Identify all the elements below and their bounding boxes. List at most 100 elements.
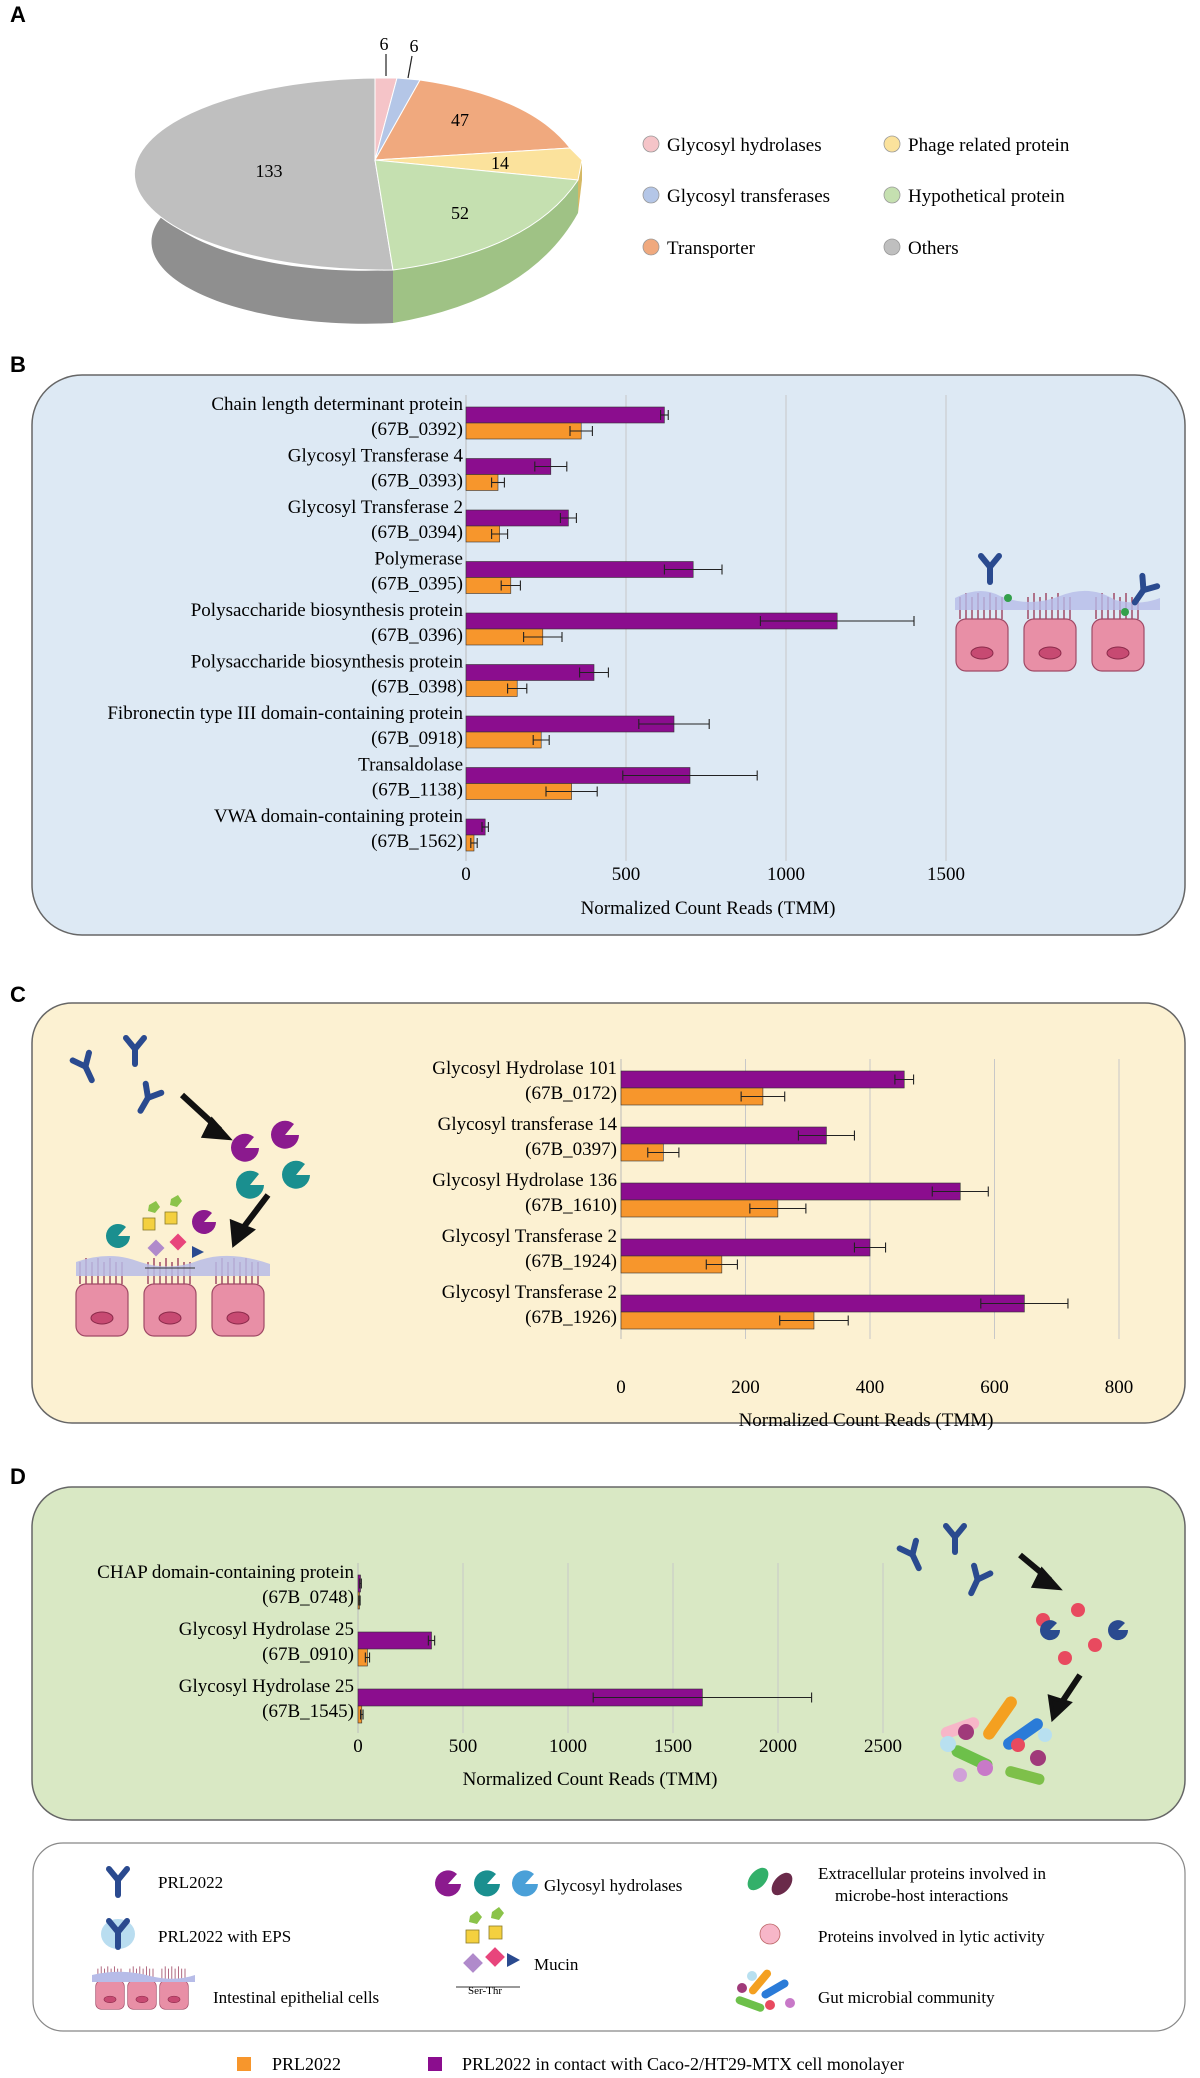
legend-prl2022-eps-label: PRL2022 with EPS [158,1927,291,1946]
series-legend-swatch-prl2022 [237,2057,251,2071]
panel-c-error-bar-contact-3 [853,1242,887,1253]
panel-c-error-bar-contact-0 [894,1074,915,1085]
panel-b-bar-contact-3 [465,561,694,578]
panel-b-category-label-6: Fibronectin type III domain-containing p… [107,703,463,724]
panel-b-error-bar-prl2022-0 [569,426,593,436]
panel-d-tick-label-0: 0 [353,1736,363,1757]
panel-c-error-bar-prl2022-0 [740,1091,786,1102]
legend-epithelial-label: Intestinal epithelial cells [213,1988,379,2007]
panel-b-background [31,374,1186,936]
series-legend-label-prl2022: PRL2022 [272,2054,341,2074]
panel-b-error-bar-contact-4 [759,616,915,626]
panel-c-chart: 0 200 400 600 800 Normalized Count Reads (TMM… [432,1058,1133,1431]
panel-b-bar-contact-5 [465,664,595,681]
legend-extracellular-line2: microbe-host interactions [835,1886,1008,1905]
panel-c-category-label-3: Glycosyl Transferase 2 [442,1226,617,1247]
panel-c-tick-label-0: 0 [616,1377,626,1398]
panel-b-category-label-8: VWA domain-containing protein [214,806,464,827]
legend-gut-label: Gut microbial community [818,1988,995,2007]
panel-c-bar-contact-4 [620,1294,1025,1313]
legend-swatch-transporter [642,238,660,256]
pie-legend: Glycosyl hydrolases Glycosyl transferase… [642,135,1070,259]
panel-d-tick-label-5: 2500 [864,1736,902,1757]
panel-b-category-label-4: Polysaccharide biosynthesis protein [191,600,464,621]
panel-c-error-bar-contact-1 [797,1130,855,1141]
legend-prl2022-label: PRL2022 [158,1873,223,1892]
panel-d-error-bar-contact-2 [592,1692,813,1703]
panel-b-error-bar-contact-0 [660,410,669,420]
series-legend-label-contact: PRL2022 in contact with Caco-2/HT29-MTX … [462,2054,904,2074]
pie-label-glycosyl-transferases: 6 [410,36,419,56]
panel-d-tick-label-4: 2000 [759,1736,797,1757]
panel-b-category-label-5: Polysaccharide biosynthesis protein [191,652,464,673]
legend-swatch-glycosyl-transferases [642,186,660,204]
panel-b-error-bar-contact-1 [534,461,568,472]
panel-c-category-id-0: (67B_0172) [525,1083,617,1104]
legend-label-phage: Phage related protein [908,135,1070,156]
panel-d-bar-contact-1 [357,1631,432,1650]
legend-hydrolases-label: Glycosyl hydrolases [544,1876,682,1895]
panel-c-tick-label-2: 400 [856,1377,885,1398]
pie-slice-transporter [374,79,571,161]
panel-c-tick-label-1: 200 [731,1377,760,1398]
panel-b-error-bar-prl2022-4 [523,632,563,642]
panel-c-x-axis-label: Normalized Count Reads (TMM) [739,1410,994,1431]
pie-slice-hypothetical [374,159,579,271]
legend-ser-thr: Ser-Thr [468,1985,502,1997]
pie-chart: 6 6 47 14 52 133 [134,34,583,324]
panel-b-chart: 0 500 1000 1500 Normalized Count Reads (TMM)… [107,394,965,919]
legend-box [32,1842,1186,2032]
panel-b-bar-contact-2 [465,509,569,527]
panel-b-category-label-0: Chain length determinant protein [211,394,463,415]
panel-b-error-bar-contact-3 [663,564,723,575]
panel-letter-d: D [10,1464,26,1489]
panel-b-error-bar-contact-6 [638,719,710,729]
legend-label-others: Others [908,238,959,259]
panel-d-category-id-0: (67B_0748) [262,1587,354,1608]
panel-b-category-id-1: (67B_0393) [371,471,463,492]
panel-c-illustration [73,1038,310,1337]
panel-b-error-bar-prl2022-8 [470,838,478,848]
legend-icon-gut [735,1969,795,2012]
panel-b-error-bar-prl2022-5 [507,683,528,694]
panel-b-tick-label-1: 500 [612,864,641,885]
panel-b-category-id-3: (67B_0395) [371,574,463,595]
panel-c-category-label-0: Glycosyl Hydrolase 101 [432,1058,617,1079]
panel-b-category-id-7: (67B_1138) [372,780,463,801]
legend-icon-mucin [456,1907,520,1988]
panel-b-bar-contact-0 [465,406,665,424]
legend-label-transporter: Transporter [667,238,756,259]
panel-c-category-id-3: (67B_1924) [525,1251,617,1272]
legend-icon-epithelial [92,1965,195,2010]
panel-c-error-bar-contact-2 [931,1186,989,1197]
panel-c-category-id-2: (67B_1610) [525,1195,617,1216]
panel-c-tick-label-3: 600 [980,1377,1009,1398]
panel-c-bar-contact-3 [620,1238,871,1257]
panel-d-category-id-1: (67B_0910) [262,1644,354,1665]
panel-b-error-bar-prl2022-2 [491,529,509,539]
panel-b-category-id-6: (67B_0918) [371,728,463,749]
panel-b-error-bar-contact-2 [559,513,577,523]
panel-c-background [31,1002,1186,1424]
panel-d-illustration [900,1526,1129,1785]
legend-swatch-hypothetical [883,186,901,204]
panel-d-tick-label-1: 500 [449,1736,478,1757]
panel-c-bar-contact-2 [620,1182,961,1201]
panel-d-tick-label-3: 1500 [654,1736,692,1757]
panel-d-chart: 0 500 1000 1500 2000 2500 Normalized Count Rea… [97,1562,902,1790]
legend-label-hypothetical: Hypothetical protein [908,186,1065,207]
panel-b-tick-label-0: 0 [461,864,471,885]
panel-b-category-id-8: (67B_1562) [371,831,463,852]
panel-b-bar-prl2022-0 [465,422,582,440]
panel-b-category-id-2: (67B_0394) [371,522,463,543]
panel-b-error-bar-prl2022-3 [500,580,521,591]
panel-b-category-id-0: (67B_0392) [371,419,463,440]
legend-label-glycosyl-hydrolases: Glycosyl hydrolases [667,135,822,156]
panel-d-tick-label-2: 1000 [549,1736,587,1757]
panel-c-category-id-1: (67B_0397) [525,1139,617,1160]
legend-swatch-glycosyl-hydrolases [642,135,660,153]
panel-b-error-bar-prl2022-6 [532,735,550,745]
pie-label-others: 133 [256,161,283,181]
pie-label-phage: 14 [491,153,509,173]
legend-mucin-label: Mucin [534,1955,579,1974]
